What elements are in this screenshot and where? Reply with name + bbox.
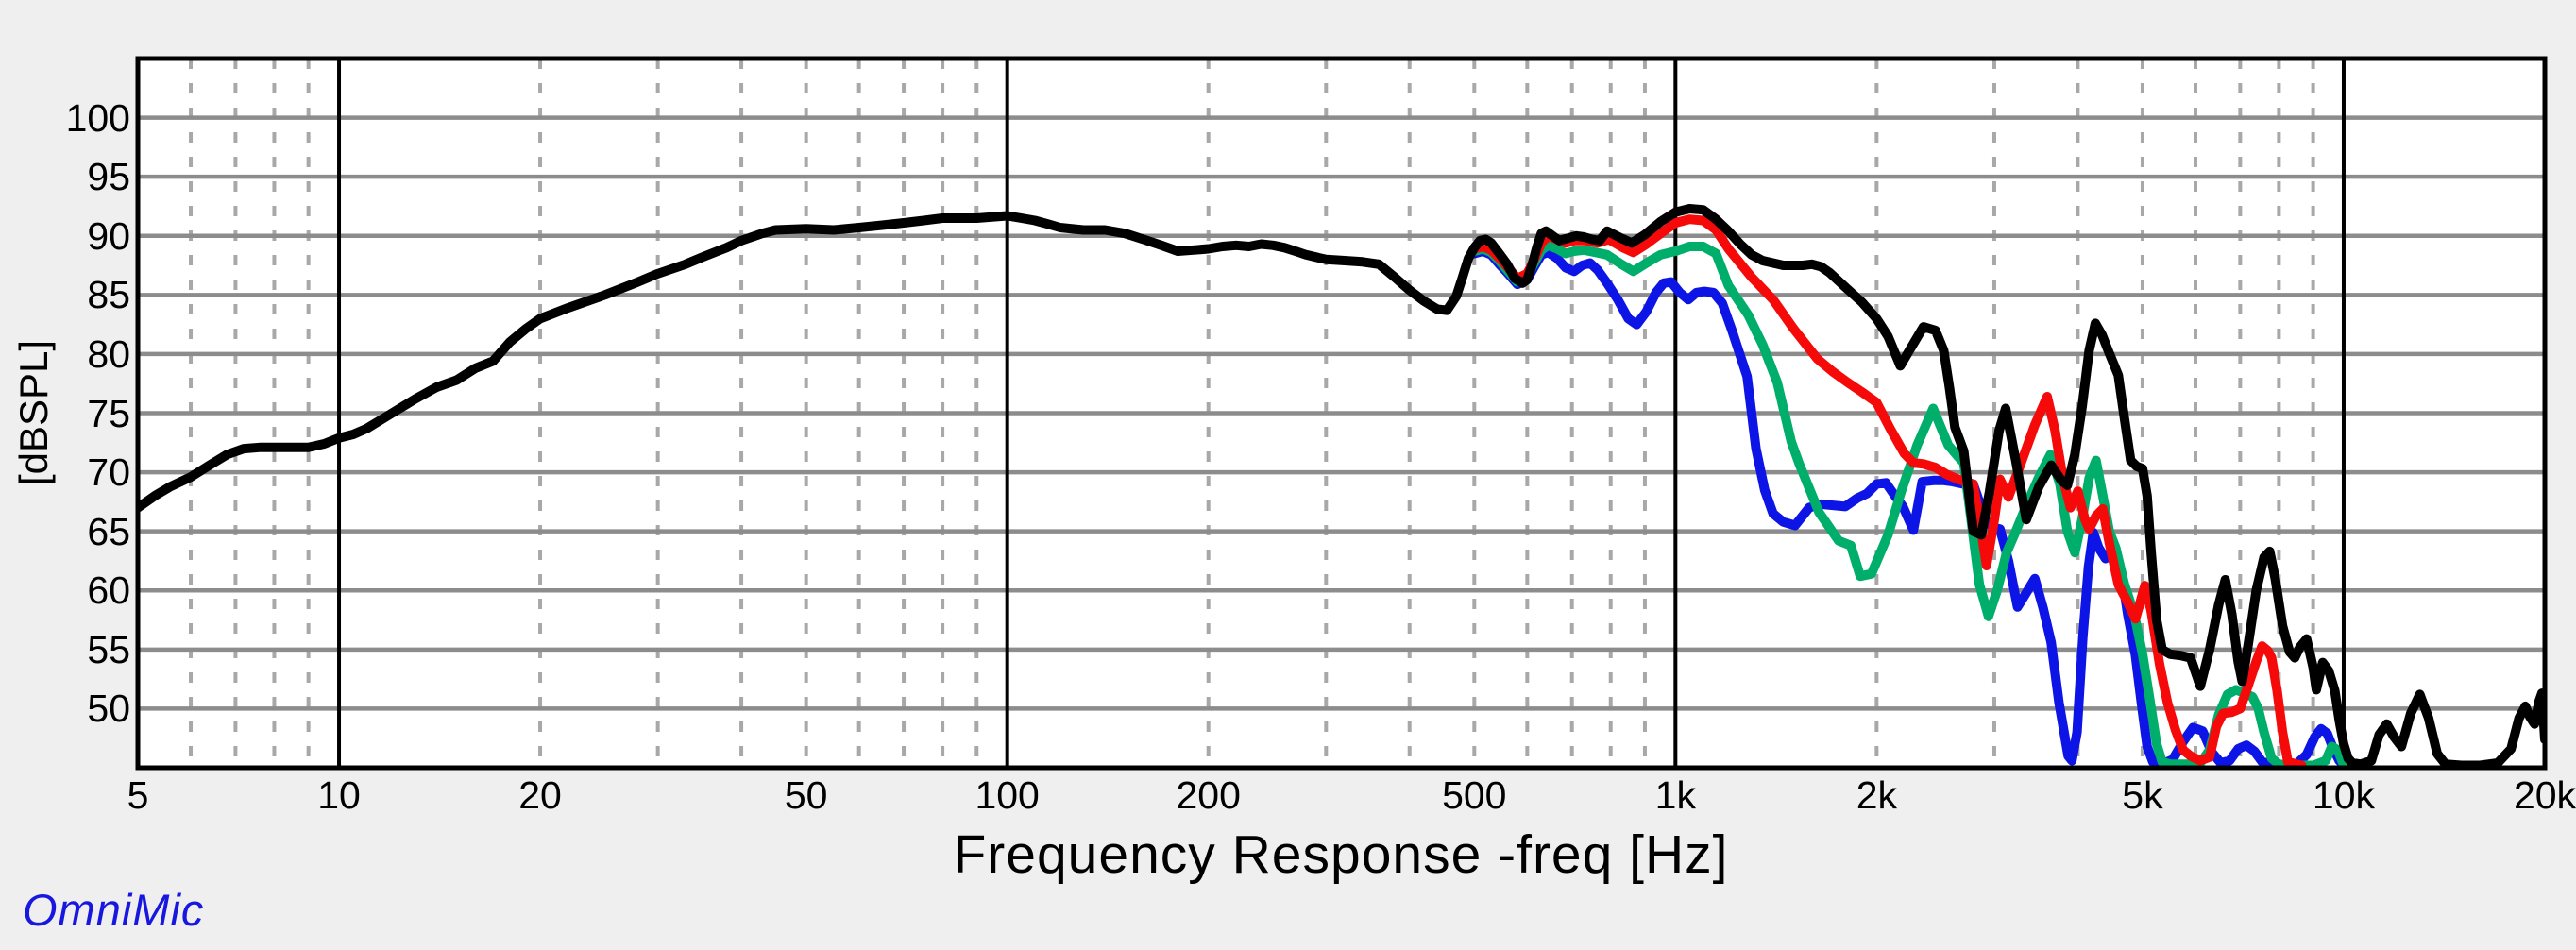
x-tick-label: 200 [1176, 773, 1241, 817]
y-tick-label: 70 [87, 450, 130, 495]
x-axis-title: Frequency Response -freq [Hz] [953, 824, 1729, 885]
y-tick-label: 95 [87, 155, 130, 199]
x-tick-label: 50 [784, 773, 828, 817]
y-axis-title: [dBSPL] [11, 339, 56, 486]
y-tick-label: 85 [87, 273, 130, 317]
x-tick-label: 5k [2122, 773, 2163, 817]
y-tick-label: 55 [87, 627, 130, 671]
x-tick-label: 1k [1654, 773, 1696, 817]
y-tick-label: 50 [87, 687, 130, 731]
x-tick-label: 2k [1856, 773, 1897, 817]
y-tick-label: 80 [87, 331, 130, 376]
plot-border [135, 56, 2548, 771]
y-tick-label: 75 [87, 391, 130, 435]
x-tick-label: 100 [974, 773, 1040, 817]
response-black-curve [136, 204, 2547, 771]
x-tick-label: 500 [1442, 773, 1507, 817]
y-tick-label: 65 [87, 509, 130, 553]
x-tick-label: 20k [2513, 773, 2576, 817]
x-tick-label: 10 [317, 773, 361, 817]
y-tick-label: 100 [65, 95, 130, 140]
x-tick-label: 20 [518, 773, 562, 817]
omnimic-watermark: OmniMic [23, 885, 205, 935]
y-tick-label: 60 [87, 568, 130, 613]
y-tick-label: 90 [87, 213, 130, 258]
x-tick-label: 5 [127, 773, 149, 817]
x-tick-label: 10k [2312, 773, 2376, 817]
